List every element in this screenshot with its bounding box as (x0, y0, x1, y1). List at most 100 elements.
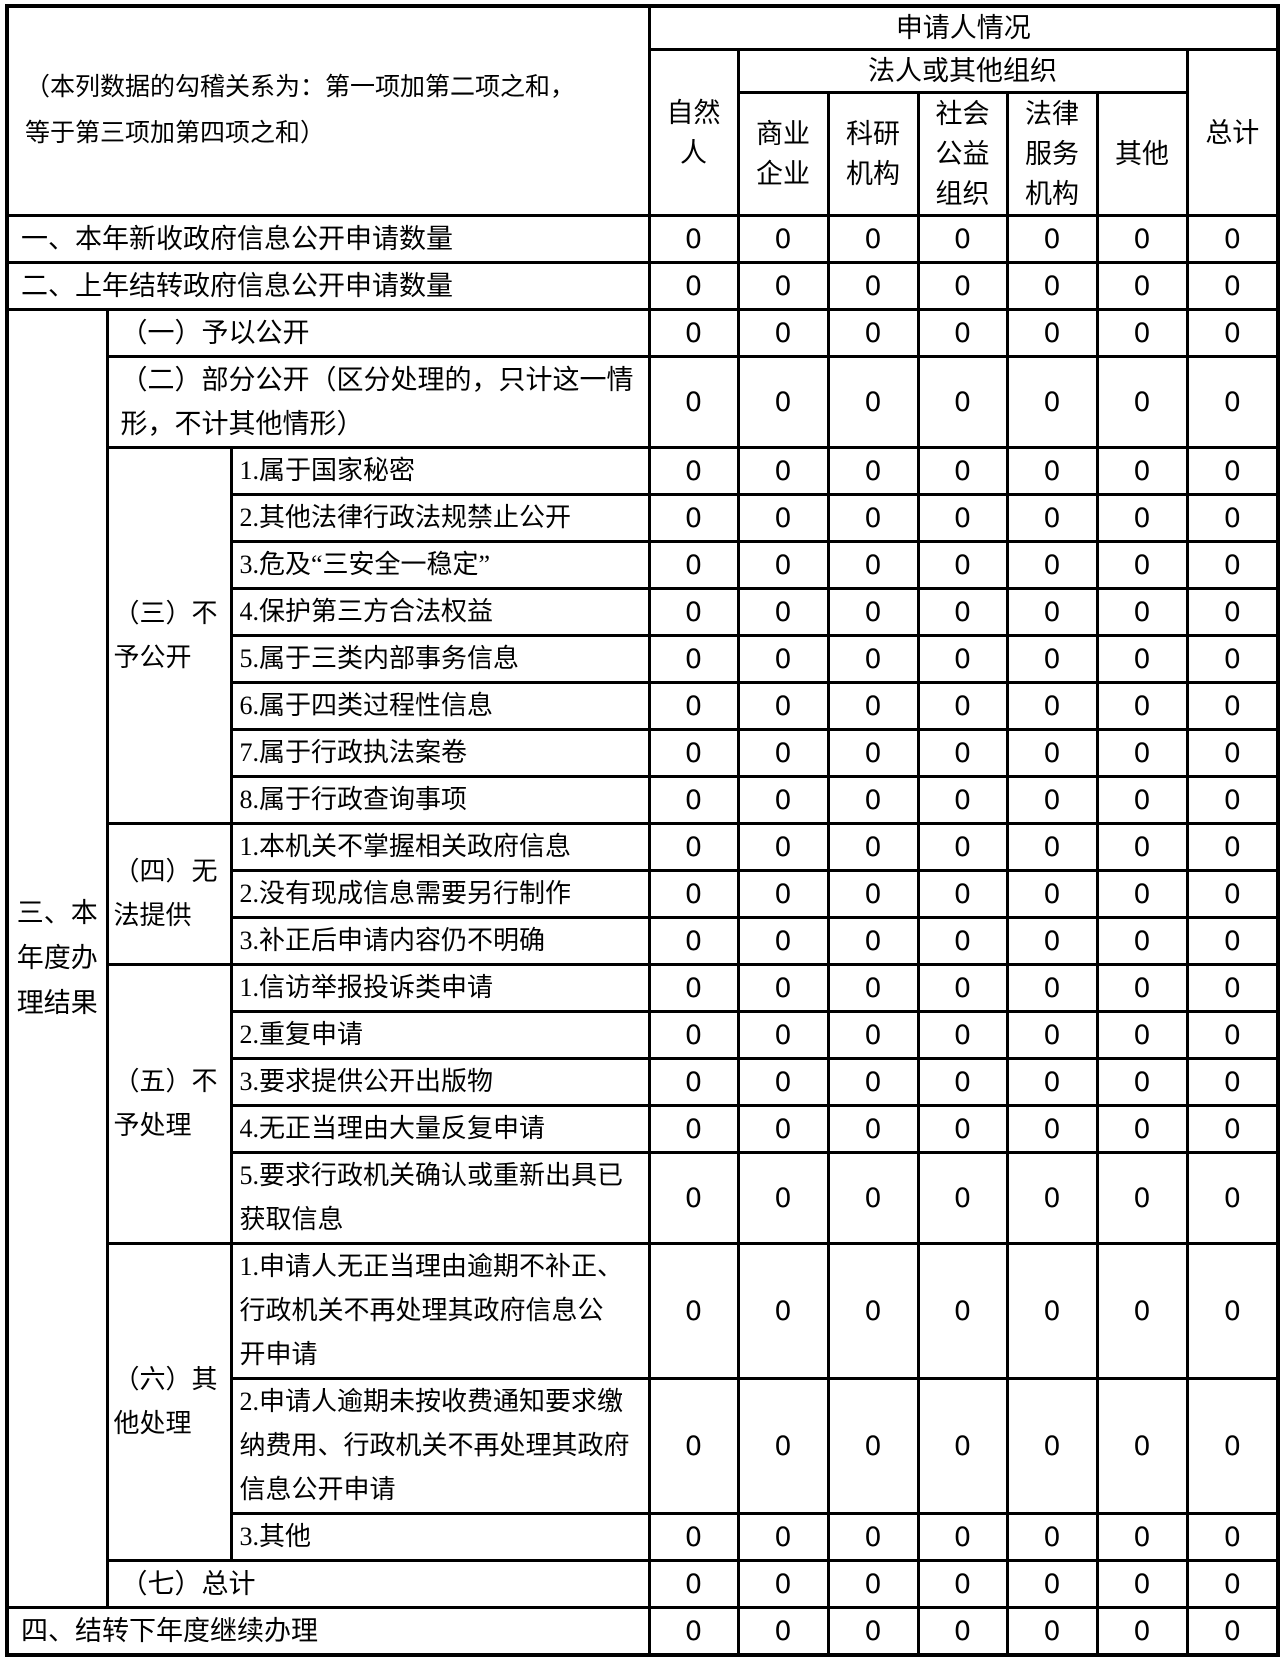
col-header-commercial: 商业 企业 (736, 91, 830, 217)
value-cell: 0 (1005, 681, 1099, 731)
value-cell: 0 (1185, 214, 1280, 264)
value-cell: 0 (916, 1242, 1009, 1380)
legal-entity-header: 法人或其他组织 (736, 48, 1189, 94)
value-cell: 0 (1095, 1512, 1189, 1562)
value-cell: 0 (1185, 728, 1280, 778)
value-cell: 0 (826, 308, 920, 358)
reconciliation-note: （本列数据的勾稽关系为：第一项加第二项之和， 等于第三项加第四项之和） (5, 4, 651, 217)
value-cell: 0 (1005, 355, 1099, 449)
value-cell: 0 (1005, 775, 1099, 825)
value-cell: 0 (736, 822, 830, 872)
report-table: （本列数据的勾稽关系为：第一项加第二项之和， 等于第三项加第四项之和） 申请人情… (5, 4, 1280, 1657)
value-cell: 0 (647, 822, 740, 872)
value-cell: 0 (916, 916, 1009, 966)
value-cell: 0 (1095, 355, 1189, 449)
value-cell: 0 (916, 869, 1009, 919)
col-header-legal-service: 法律 服务 机构 (1005, 91, 1099, 217)
row-label: 1.本机关不掌握相关政府信息 (229, 822, 651, 872)
value-cell: 0 (916, 1010, 1009, 1060)
group-6-other-handling-label: （六）其 他处理 (105, 1242, 233, 1562)
value-cell: 0 (1185, 355, 1280, 449)
value-cell: 0 (1005, 540, 1099, 590)
value-cell: 0 (1005, 1104, 1099, 1154)
value-cell: 0 (647, 587, 740, 637)
value-cell: 0 (826, 493, 920, 543)
col-header-other: 其他 (1095, 91, 1189, 217)
value-cell: 0 (916, 540, 1009, 590)
value-cell: 0 (1095, 308, 1189, 358)
header-row-1: （本列数据的勾稽关系为：第一项加第二项之和， 等于第三项加第四项之和） 申请人情… (5, 4, 1280, 217)
value-cell: 0 (1185, 308, 1280, 358)
col-header-natural-person: 自然 人 (647, 48, 740, 217)
value-cell: 0 (736, 1377, 830, 1515)
value-cell: 0 (1005, 1151, 1099, 1245)
value-cell: 0 (1005, 916, 1099, 966)
value-cell: 0 (647, 1512, 740, 1562)
value-cell: 0 (647, 1559, 740, 1609)
value-cell: 0 (826, 1104, 920, 1154)
value-cell: 0 (916, 587, 1009, 637)
group-3-not-disclosed-label: （三）不 予公开 (105, 446, 233, 825)
value-cell: 0 (647, 493, 740, 543)
value-cell: 0 (647, 1104, 740, 1154)
value-cell: 0 (1095, 822, 1189, 872)
row-label: 4.保护第三方合法权益 (229, 587, 651, 637)
row-label-disclosed: （一）予以公开 (105, 308, 651, 358)
value-cell: 0 (1005, 1242, 1099, 1380)
value-cell: 0 (647, 681, 740, 731)
value-cell: 0 (1005, 493, 1099, 543)
value-cell: 0 (916, 1151, 1009, 1245)
value-cell: 0 (826, 775, 920, 825)
value-cell: 0 (1185, 822, 1280, 872)
value-cell: 0 (1185, 1559, 1280, 1609)
value-cell: 0 (916, 822, 1009, 872)
value-cell: 0 (1185, 963, 1280, 1013)
value-cell: 0 (736, 1104, 830, 1154)
col-header-social-org: 社会 公益 组织 (916, 91, 1009, 217)
value-cell: 0 (736, 1242, 830, 1380)
value-cell: 0 (826, 634, 920, 684)
value-cell: 0 (647, 446, 740, 496)
table-row: 2.申请人逾期未按收费通知要求缴 纳费用、行政机关不再处理其政府 信息公开申请 … (7, 1377, 1280, 1515)
value-cell: 0 (647, 540, 740, 590)
value-cell: 0 (826, 1010, 920, 1060)
value-cell: 0 (826, 1242, 920, 1380)
value-cell: 0 (916, 728, 1009, 778)
value-cell: 0 (826, 1057, 920, 1107)
value-cell: 0 (736, 355, 830, 449)
report-sheet: （本列数据的勾稽关系为：第一项加第二项之和， 等于第三项加第四项之和） 申请人情… (5, 4, 1280, 1657)
value-cell: 0 (736, 728, 830, 778)
value-cell: 0 (647, 1606, 740, 1657)
row-label: 2.重复申请 (229, 1010, 651, 1060)
value-cell: 0 (826, 261, 920, 311)
row-label: 2.申请人逾期未按收费通知要求缴 纳费用、行政机关不再处理其政府 信息公开申请 (229, 1377, 651, 1515)
row-label: 3.补正后申请内容仍不明确 (229, 916, 651, 966)
value-cell: 0 (1005, 728, 1099, 778)
value-cell: 0 (647, 916, 740, 966)
value-cell: 0 (736, 1559, 830, 1609)
value-cell: 0 (1185, 261, 1280, 311)
value-cell: 0 (1095, 587, 1189, 637)
value-cell: 0 (916, 446, 1009, 496)
value-cell: 0 (647, 728, 740, 778)
applicant-situation-header: 申请人情况 (647, 4, 1280, 51)
value-cell: 0 (736, 775, 830, 825)
value-cell: 0 (916, 1377, 1009, 1515)
row-label: 3.其他 (229, 1512, 651, 1562)
value-cell: 0 (736, 869, 830, 919)
value-cell: 0 (1005, 308, 1099, 358)
value-cell: 0 (736, 308, 830, 358)
value-cell: 0 (647, 963, 740, 1013)
table-row: （六）其 他处理 1.申请人无正当理由逾期不补正、 行政机关不再处理其政府信息公… (7, 1242, 1280, 1562)
value-cell: 0 (736, 446, 830, 496)
